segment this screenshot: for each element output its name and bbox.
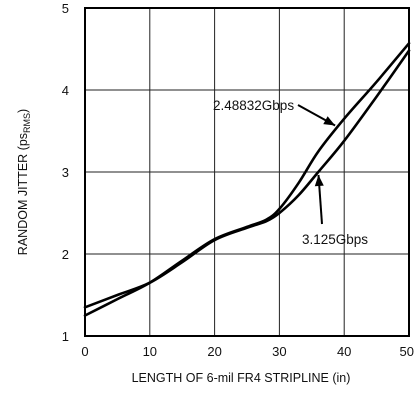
- grid-layer: [85, 8, 409, 336]
- y-axis-title-close: ): [16, 109, 30, 113]
- y-tick-label-4: 4: [62, 83, 69, 98]
- x-tick-label-20: 20: [207, 344, 221, 359]
- annotation-label-1: 3.125Gbps: [302, 232, 368, 247]
- plot-frame: [84, 7, 410, 337]
- x-tick-label-50: 50: [400, 344, 414, 359]
- annotation-arrow-head-1: [314, 174, 324, 187]
- series-layer: [83, 42, 411, 317]
- y-tick-label-1: 1: [62, 329, 69, 344]
- x-axis-ticks: 0 10 20 30 40 50: [81, 344, 414, 359]
- series-line-0: [83, 42, 411, 317]
- y-axis-title-main: RANDOM JITTER (ps: [16, 133, 30, 255]
- y-tick-label-3: 3: [62, 165, 69, 180]
- x-tick-label-30: 30: [272, 344, 286, 359]
- y-axis-title-subscript: RMS: [22, 113, 32, 133]
- x-tick-label-10: 10: [143, 344, 157, 359]
- y-axis-title: RANDOM JITTER (psRMS): [16, 109, 32, 255]
- y-tick-label-5: 5: [62, 1, 69, 16]
- series-line-1: [83, 49, 411, 309]
- x-axis-title: LENGTH OF 6-mil FR4 STRIPLINE (in): [132, 371, 351, 385]
- annotation-layer: 2.48832Gbps 3.125Gbps: [213, 98, 368, 247]
- x-tick-label-40: 40: [337, 344, 351, 359]
- y-axis-ticks: 1 2 3 4 5: [62, 1, 69, 344]
- annotation-arrow-head-0: [323, 116, 336, 126]
- annotation-label-0: 2.48832Gbps: [213, 98, 294, 113]
- y-tick-label-2: 2: [62, 247, 69, 262]
- x-tick-label-0: 0: [81, 344, 88, 359]
